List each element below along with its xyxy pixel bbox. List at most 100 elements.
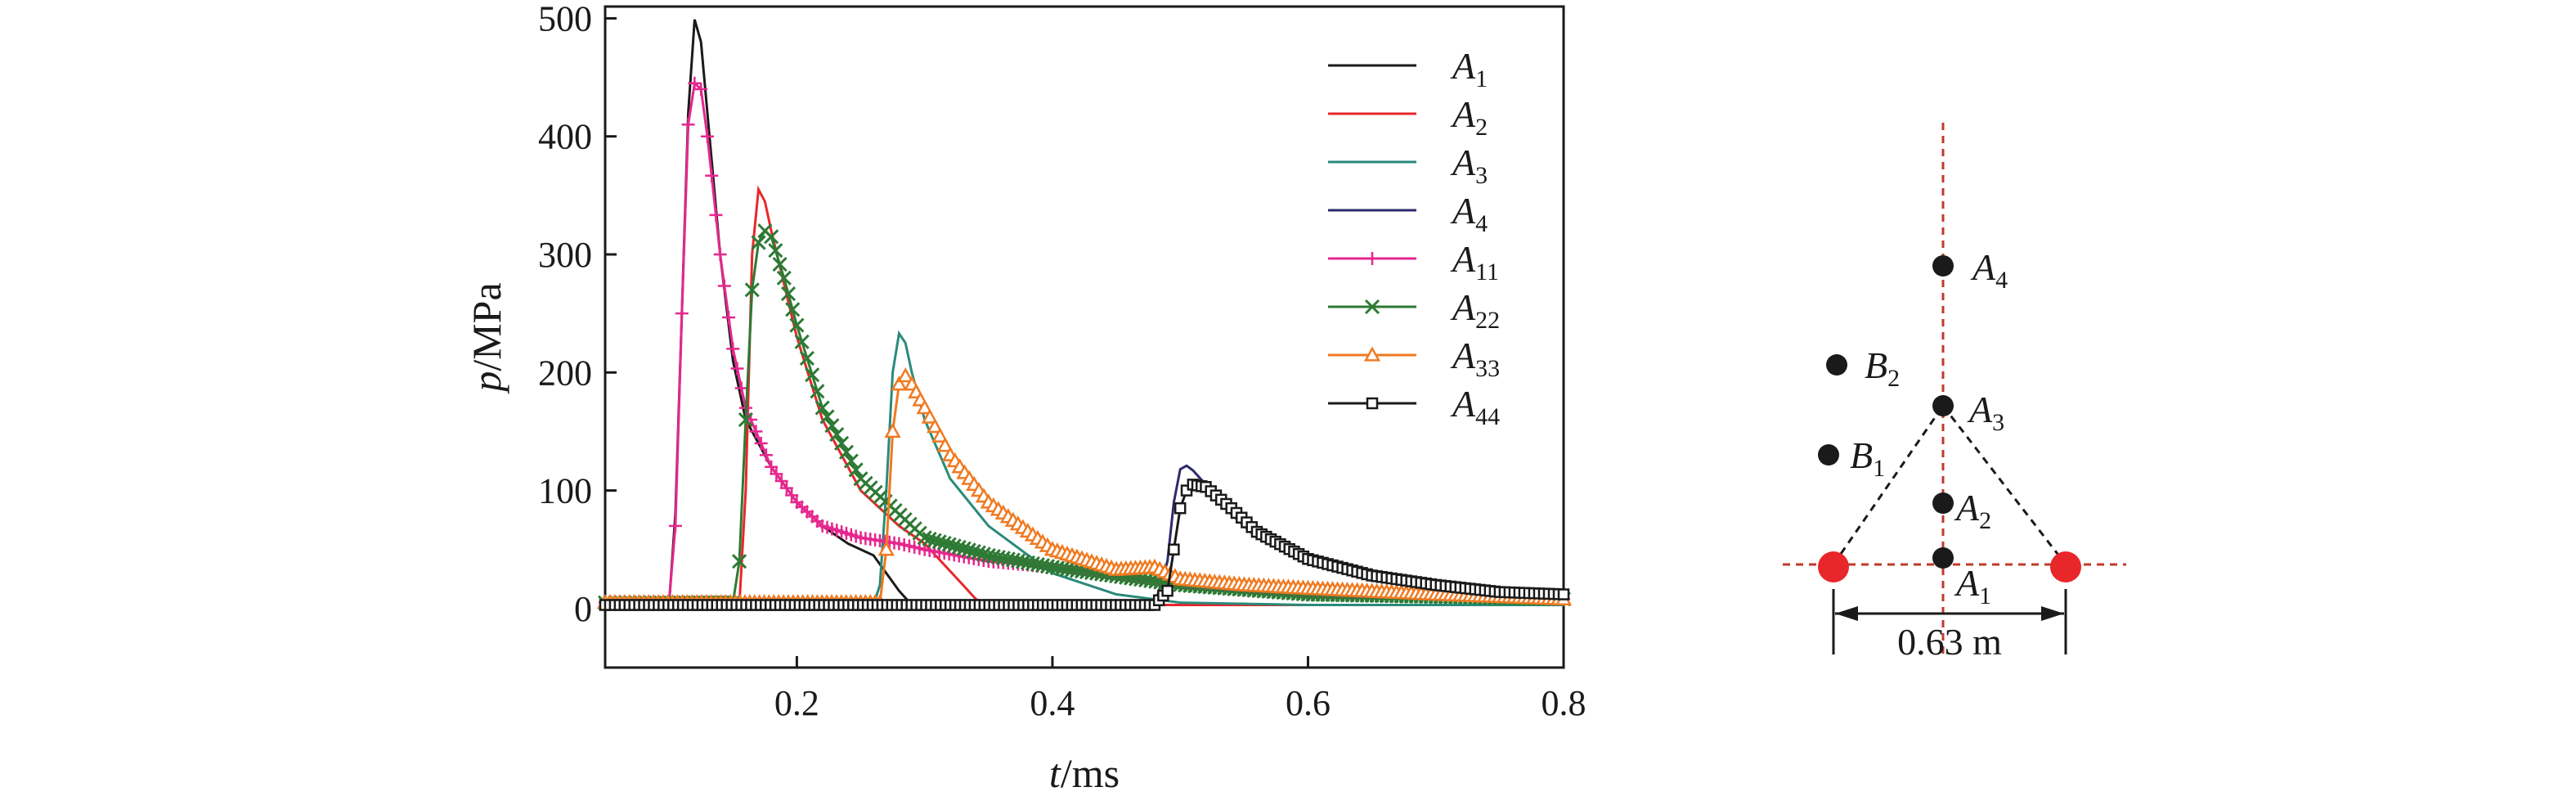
legend-label: A2	[1450, 93, 1488, 141]
point-a4-marker	[1932, 255, 1954, 277]
data-point	[794, 334, 810, 349]
data-point	[730, 362, 744, 376]
data-point	[1174, 501, 1187, 515]
data-point	[1557, 588, 1570, 600]
data-point	[770, 467, 783, 481]
data-point	[701, 129, 715, 143]
point-b1-label: B1	[1850, 434, 1885, 482]
data-point	[819, 409, 835, 425]
dimension-arrow-right	[2041, 606, 2064, 621]
plot-area	[596, 19, 1573, 611]
legend-item: A22	[1328, 286, 1500, 334]
data-point	[810, 384, 825, 399]
series-layer	[596, 19, 1573, 611]
data-point	[722, 310, 736, 324]
data-point	[681, 118, 695, 132]
legend-item: A33	[1328, 335, 1500, 382]
chart: 0 100 200 300 400 500 0.2 0.4 0.6 0.8 p/MPa t/ms…	[464, 0, 1586, 796]
series-a1	[605, 19, 1564, 606]
series-a22	[597, 223, 1572, 610]
data-point	[834, 435, 850, 451]
data-point	[705, 169, 719, 182]
x-tick-label: 0.4	[1030, 683, 1075, 723]
y-axis-ticks: 0 100 200 300 400 500	[538, 0, 617, 629]
point-a2-label: A2	[1954, 487, 1991, 534]
legend-item: A3	[1328, 142, 1488, 189]
y-tick-label: 400	[538, 117, 592, 157]
y-tick-label: 300	[538, 235, 592, 275]
data-point	[688, 76, 702, 90]
point-a1-label: A1	[1954, 562, 1991, 609]
x-axis-ticks: 0.2 0.4 0.6 0.8	[774, 656, 1586, 723]
data-point	[732, 554, 747, 569]
legend-marker	[1363, 346, 1381, 362]
legend-marker	[1364, 299, 1380, 315]
triangle-right-edge	[1941, 405, 2067, 565]
y-axis-label: p/MPa	[464, 282, 509, 394]
data-point	[726, 342, 740, 356]
series-a2	[605, 185, 1564, 606]
data-point	[764, 229, 779, 245]
data-point	[717, 279, 731, 293]
legend-item: A4	[1328, 190, 1488, 237]
data-point	[789, 317, 805, 333]
legend-label: A11	[1450, 238, 1499, 286]
data-point	[815, 400, 830, 416]
point-a4-label: A4	[1970, 246, 2008, 294]
legend-item: A11	[1328, 238, 1499, 286]
charge-right	[2050, 551, 2081, 582]
series-line-a1	[605, 19, 1564, 606]
data-point	[772, 256, 788, 272]
x-tick-label: 0.6	[1286, 683, 1331, 723]
data-point	[843, 453, 859, 469]
y-tick-label: 100	[538, 471, 592, 511]
data-point	[1161, 584, 1174, 597]
data-point	[884, 422, 901, 438]
dimension-arrow-left	[1835, 606, 1858, 621]
legend-label: A33	[1450, 335, 1500, 382]
data-point	[824, 418, 840, 434]
point-a3-label: A3	[1967, 389, 2004, 436]
data-point	[754, 436, 768, 450]
legend-marker	[1366, 252, 1379, 265]
data-point	[774, 474, 788, 488]
legend-item: A2	[1328, 93, 1488, 141]
data-point	[785, 302, 801, 317]
point-a2-marker	[1932, 492, 1954, 514]
data-point	[734, 381, 748, 395]
x-axis-label: t/ms	[1049, 750, 1120, 796]
data-point	[694, 83, 708, 96]
data-point	[927, 418, 944, 434]
y-tick-label: 500	[538, 0, 592, 38]
point-a1-marker	[1932, 547, 1954, 569]
data-point	[1168, 543, 1180, 555]
x-tick-label: 0.2	[774, 683, 819, 723]
data-point	[780, 286, 797, 302]
point-b1-marker	[1818, 444, 1839, 465]
data-point	[891, 376, 908, 391]
data-point	[668, 519, 682, 533]
legend-label: A3	[1450, 142, 1488, 189]
point-a3-marker	[1932, 395, 1954, 416]
data-point	[921, 408, 939, 424]
legend-label: A44	[1450, 383, 1500, 430]
legend-item: A1	[1328, 45, 1488, 92]
data-point	[799, 350, 815, 367]
data-point	[936, 437, 954, 452]
data-point	[785, 488, 799, 502]
data-point	[776, 270, 792, 286]
dimension-label: 0.63 m	[1897, 621, 2002, 663]
data-point	[848, 462, 864, 478]
legend-label: A22	[1450, 286, 1500, 334]
legend-item: A44	[1328, 383, 1500, 430]
point-b2-label: B2	[1865, 344, 1900, 392]
data-point	[805, 367, 820, 383]
data-point	[749, 425, 763, 438]
data-point	[916, 398, 933, 415]
data-point	[768, 243, 783, 259]
x-tick-label: 0.8	[1542, 683, 1586, 723]
legend-label: A1	[1450, 45, 1488, 92]
data-point	[713, 248, 727, 261]
